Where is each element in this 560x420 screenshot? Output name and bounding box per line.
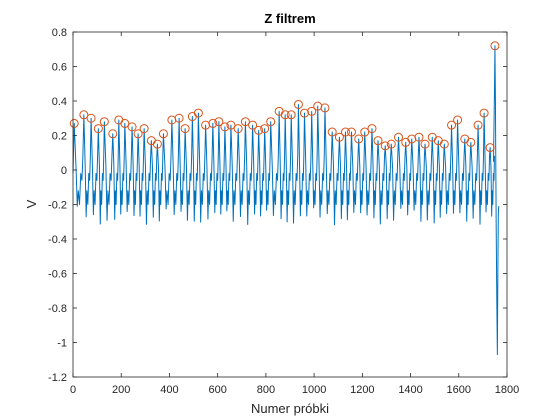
- x-tick-label: 1600: [447, 384, 471, 396]
- peak-marker: [479, 108, 489, 118]
- x-tick-label: 1400: [398, 384, 422, 396]
- y-tick-label: -1: [57, 338, 67, 350]
- y-tick-label: 0: [61, 165, 67, 177]
- peak-marker: [226, 120, 236, 130]
- y-tick-label: -0.6: [48, 269, 67, 281]
- peak-marker: [174, 113, 184, 123]
- peak-marker: [93, 124, 103, 134]
- y-tick-label: 0.8: [52, 27, 67, 39]
- x-tick-label: 800: [257, 384, 275, 396]
- peak-marker: [233, 124, 243, 134]
- peak-marker: [466, 137, 476, 147]
- signal-layer: [72, 45, 500, 356]
- peak-marker: [220, 122, 230, 132]
- signal-line: [72, 45, 500, 356]
- x-tick-label: 0: [70, 384, 76, 396]
- peak-marker: [214, 117, 224, 127]
- x-axis-label: Numer próbki: [251, 401, 329, 416]
- peak-marker: [380, 141, 390, 151]
- peak-marker: [439, 139, 449, 149]
- x-tick-label: 1000: [302, 384, 326, 396]
- peak-marker: [240, 117, 250, 127]
- x-tick-label: 1800: [495, 384, 519, 396]
- peak-marker: [360, 127, 370, 137]
- x-tick-label: 400: [160, 384, 178, 396]
- peak-marker: [490, 41, 500, 51]
- peak-marker: [340, 127, 350, 137]
- x-axis: 0 200 400 600 800 1000 1200 1400 1600 1800: [70, 32, 519, 396]
- y-tick-label: -0.4: [48, 234, 67, 246]
- peak-marker: [367, 124, 377, 134]
- peak-marker: [152, 139, 162, 149]
- peak-marker: [386, 139, 396, 149]
- peak-marker: [420, 139, 430, 149]
- peak-marker: [293, 99, 303, 109]
- y-axis: 0.8 0.6 0.4 0.2 0 -0.2 -0.4 -0.6 -0.8 -1 -1.2: [48, 27, 507, 384]
- peak-marker: [394, 132, 403, 142]
- peak-marker: [485, 143, 495, 153]
- peak-marker: [180, 124, 190, 134]
- peak-marker: [69, 118, 79, 128]
- peak-marker: [334, 132, 344, 142]
- y-tick-label: 0.4: [52, 96, 67, 108]
- peak-marker: [158, 129, 168, 139]
- peak-marker: [307, 106, 317, 116]
- peak-marker: [260, 124, 270, 134]
- peak-marker: [286, 110, 296, 120]
- peak-marker: [254, 125, 264, 135]
- peak-marker: [266, 117, 276, 127]
- y-tick-label: -0.8: [48, 303, 67, 315]
- x-tick-label: 1200: [350, 384, 374, 396]
- peak-marker: [414, 132, 424, 142]
- peak-marker: [473, 120, 483, 130]
- peak-marker: [193, 108, 203, 118]
- x-tick-label: 600: [208, 384, 226, 396]
- peak-marker: [208, 118, 218, 128]
- peak-marker: [354, 134, 364, 144]
- peak-marker: [99, 117, 109, 127]
- peak-marker: [346, 127, 356, 137]
- peak-marker: [133, 129, 143, 139]
- peak-marker: [79, 110, 89, 120]
- peak-marker: [86, 113, 96, 123]
- peak-marker: [248, 120, 258, 130]
- peaks-layer: [69, 41, 500, 153]
- peak-marker: [120, 118, 130, 128]
- peak-marker: [108, 129, 118, 139]
- peak-marker: [447, 120, 457, 130]
- peak-marker: [373, 136, 383, 146]
- x-tick-label: 200: [112, 384, 130, 396]
- y-tick-label: 0.2: [52, 131, 67, 143]
- y-tick-label: -0.2: [48, 200, 67, 212]
- y-axis-label: V: [24, 199, 39, 208]
- y-tick-label: 0.6: [52, 62, 67, 74]
- peak-marker: [327, 127, 337, 137]
- chart-title: Z filtrem: [264, 11, 315, 26]
- peak-marker: [280, 110, 290, 120]
- peak-marker: [139, 124, 149, 134]
- peak-marker: [127, 122, 137, 132]
- peak-marker: [320, 103, 330, 113]
- y-tick-label: -1.2: [48, 372, 67, 384]
- peak-marker: [453, 115, 463, 125]
